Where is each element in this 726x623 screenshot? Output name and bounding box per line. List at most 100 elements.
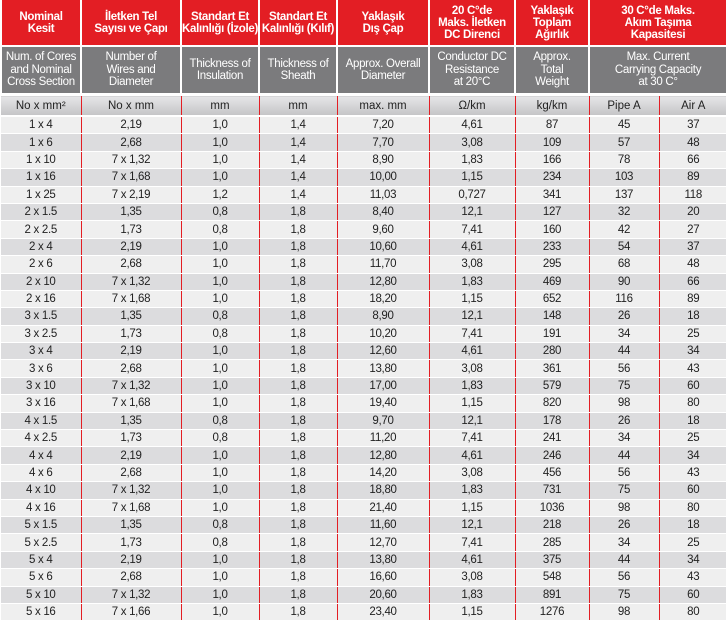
table-cell: 5 x 2.5	[1, 533, 82, 552]
table-cell: 361	[515, 359, 590, 378]
table-cell: 45	[589, 116, 660, 135]
table-cell: 4,61	[429, 116, 516, 135]
table-row: 5 x 2.5 1,73 0,8 1,8 12,70 7,41 285 34 25	[1, 533, 726, 552]
header-cell-tr: 30 C°de Maks. Akım Taşıma Kapasitesi	[587, 0, 726, 47]
table-row: 2 x 4 2,19 1,0 1,8 10,60 4,61 233 54 37	[1, 238, 726, 257]
table-cell: 3 x 1.5	[1, 307, 82, 326]
table-cell: 375	[515, 551, 590, 570]
table-cell: 2,19	[81, 238, 182, 257]
table-cell: 7 x 2,19	[81, 186, 182, 204]
unit-cell: Pipe A	[589, 94, 660, 117]
table-cell: 12,1	[429, 203, 516, 222]
table-cell: 75	[589, 377, 660, 396]
table-cell: 11,60	[337, 516, 430, 535]
table-cell: 548	[515, 568, 590, 587]
table-cell: 3 x 10	[1, 377, 82, 396]
table-cell: 469	[515, 273, 590, 291]
table-cell: 1,35	[81, 307, 182, 326]
header-cell-tr: Standart Et Kalınlığı (Kılıf)	[258, 0, 338, 47]
table-cell: 9,70	[337, 412, 430, 431]
table-cell: 26	[589, 516, 660, 535]
table-cell: 68	[589, 255, 660, 274]
table-cell: 1,35	[81, 516, 182, 535]
table-cell: 1,0	[181, 377, 260, 396]
table-cell: 137	[589, 186, 660, 204]
table-cell: 20	[659, 203, 726, 222]
unit-cell: Ω/km	[429, 94, 516, 117]
table-cell: 2,68	[81, 568, 182, 587]
table-cell: 37	[659, 238, 726, 257]
table-cell: 12,1	[429, 307, 516, 326]
table-cell: 90	[589, 273, 660, 291]
table-row: 5 x 1.5 1,35 0,8 1,8 11,60 12,1 218 26 18	[1, 516, 726, 535]
table-cell: 1,15	[429, 603, 516, 622]
table-cell: 8,40	[337, 203, 430, 222]
unit-cell: kg/km	[515, 94, 590, 117]
table-cell: 3,08	[429, 359, 516, 378]
table-cell: 1036	[515, 499, 590, 517]
table-cell: 3 x 16	[1, 394, 82, 413]
table-cell: 4 x 10	[1, 481, 82, 500]
header-row-english: Num. of Cores and Nominal Cross Section Num…	[0, 46, 726, 96]
table-cell: 2,68	[81, 464, 182, 483]
unit-cell: max. mm	[337, 94, 430, 117]
table-cell: 1,8	[259, 342, 338, 361]
table-row: 3 x 4 2,19 1,0 1,8 12,60 4,61 280 44 34	[1, 342, 726, 361]
table-cell: 26	[589, 412, 660, 431]
table-cell: 11,03	[337, 186, 430, 204]
table-cell: 25	[659, 533, 726, 552]
table-cell: 1,8	[259, 307, 338, 326]
table-cell: 1,8	[259, 446, 338, 465]
table-cell: 1 x 25	[1, 186, 82, 204]
table-row: 4 x 4 2,19 1,0 1,8 12,80 4,61 246 44 34	[1, 446, 726, 465]
unit-cell: No x mm²	[1, 94, 82, 117]
table-cell: 42	[589, 220, 660, 239]
table-cell: 1,8	[259, 325, 338, 344]
table-cell: 1,15	[429, 394, 516, 413]
table-cell: 66	[659, 273, 726, 291]
table-cell: 34	[589, 325, 660, 344]
table-cell: 48	[659, 133, 726, 152]
table-row: 1 x 16 7 x 1,68 1,0 1,4 10,00 1,15 234 103 89	[1, 168, 726, 187]
table-cell: 1,15	[429, 290, 516, 309]
unit-cell: mm	[181, 94, 260, 117]
table-cell: 12,70	[337, 533, 430, 552]
table-cell: 3 x 4	[1, 342, 82, 361]
table-cell: 56	[589, 464, 660, 483]
table-cell: 1,8	[259, 203, 338, 222]
table-row: 2 x 16 7 x 1,68 1,0 1,8 18,20 1,15 652 116 89	[1, 290, 726, 309]
table-cell: 7,41	[429, 325, 516, 344]
table-cell: 5 x 1.5	[1, 516, 82, 535]
table-cell: 4,61	[429, 551, 516, 570]
table-row: 3 x 16 7 x 1,68 1,0 1,8 19,40 1,15 820 98 80	[1, 394, 726, 413]
unit-cell: mm	[259, 94, 338, 117]
table-cell: 2 x 4	[1, 238, 82, 257]
table-cell: 1,0	[181, 238, 260, 257]
header-cell-en: Thickness of Insulation	[180, 46, 260, 96]
table-cell: 7,20	[337, 116, 430, 135]
table-cell: 12,80	[337, 273, 430, 291]
table-cell: 11,70	[337, 255, 430, 274]
table-cell: 1,8	[259, 516, 338, 535]
table-cell: 0,8	[181, 325, 260, 344]
table-cell: 7 x 1,32	[81, 586, 182, 604]
table-cell: 1,8	[259, 603, 338, 622]
table-cell: 1,73	[81, 220, 182, 239]
table-cell: 4,61	[429, 238, 516, 257]
table-cell: 1,73	[81, 429, 182, 448]
header-cell-en: Conductor DC Resistance at 20°C	[428, 46, 516, 96]
table-cell: 34	[659, 342, 726, 361]
table-cell: 2,68	[81, 359, 182, 378]
table-cell: 56	[589, 359, 660, 378]
table-cell: 10,60	[337, 238, 430, 257]
table-cell: 280	[515, 342, 590, 361]
table-cell: 652	[515, 290, 590, 309]
table-cell: 26	[589, 307, 660, 326]
table-cell: 579	[515, 377, 590, 396]
table-cell: 1,15	[429, 499, 516, 517]
table-cell: 2 x 10	[1, 273, 82, 291]
table-cell: 75	[589, 481, 660, 500]
header-row-turkish: Nominal Kesit İletken Tel Sayısı ve Çapı Sta…	[0, 0, 726, 47]
table-cell: 37	[659, 116, 726, 135]
table-cell: 1,73	[81, 533, 182, 552]
